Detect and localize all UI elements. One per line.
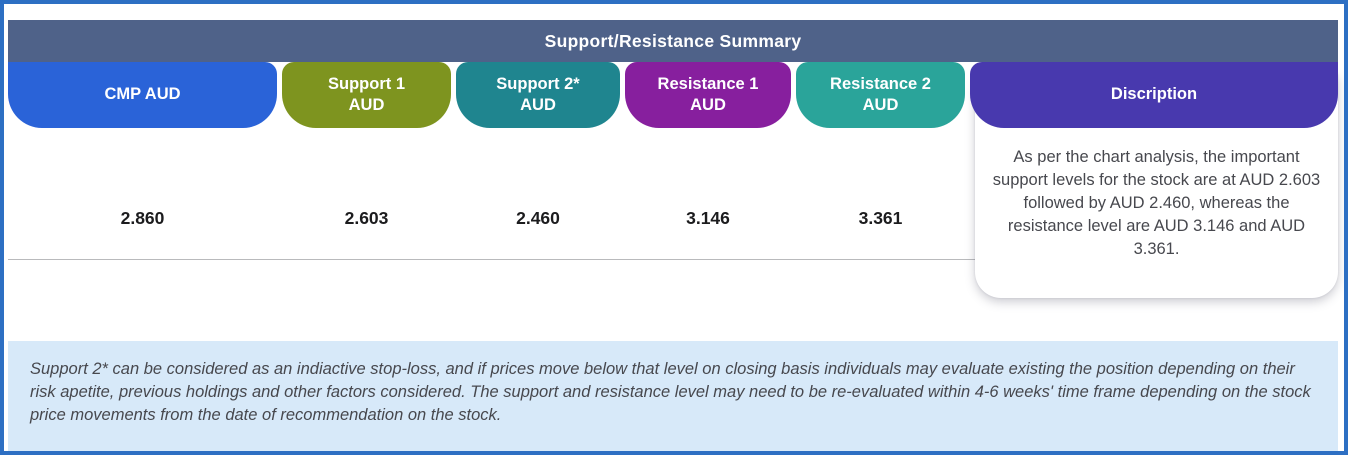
column-header-description: Discription [970,62,1338,128]
column-header-row: CMP AUD Support 1 AUD Support 2* AUD Res… [8,62,1338,128]
column-header-label-line2: AUD [520,96,556,114]
column-header-support1: Support 1 AUD [282,62,451,128]
column-header-support2: Support 2* AUD [456,62,620,128]
description-text: As per the chart analysis, the important… [992,148,1321,258]
column-header-cmp: CMP AUD [8,62,277,128]
column-header-label: Support 2* [496,74,580,93]
support2-value: 2.460 [516,207,560,228]
column-header-label-line2: AUD [348,96,385,114]
support1-value: 2.603 [344,207,389,228]
value-row: 2.860 2.603 2.460 3.146 3.361 [8,202,1338,234]
resistance2-value: 3.361 [858,207,903,228]
column-header-label-line2: AUD [862,96,899,114]
column-header-resistance1: Resistance 1 AUD [625,62,791,128]
column-header-label: Discription [1110,85,1198,104]
column-header-label-line2: AUD [690,96,726,114]
column-header-label: CMP AUD [104,85,181,104]
footnote-text: Support 2* can be considered as an india… [30,360,1311,424]
table-title: Support/Resistance Summary [544,30,802,51]
column-header-label: Resistance 1 [657,74,759,93]
table-title-bar: Support/Resistance Summary [8,20,1338,62]
row-divider-line [8,259,975,260]
column-header-resistance2: Resistance 2 AUD [796,62,965,128]
resistance1-value: 3.146 [686,207,730,228]
footnote-band: Support 2* can be considered as an india… [8,341,1338,451]
cmp-value: 2.860 [120,207,165,228]
column-header-label: Resistance 2 [830,74,931,93]
column-header-label: Support 1 [328,74,405,93]
